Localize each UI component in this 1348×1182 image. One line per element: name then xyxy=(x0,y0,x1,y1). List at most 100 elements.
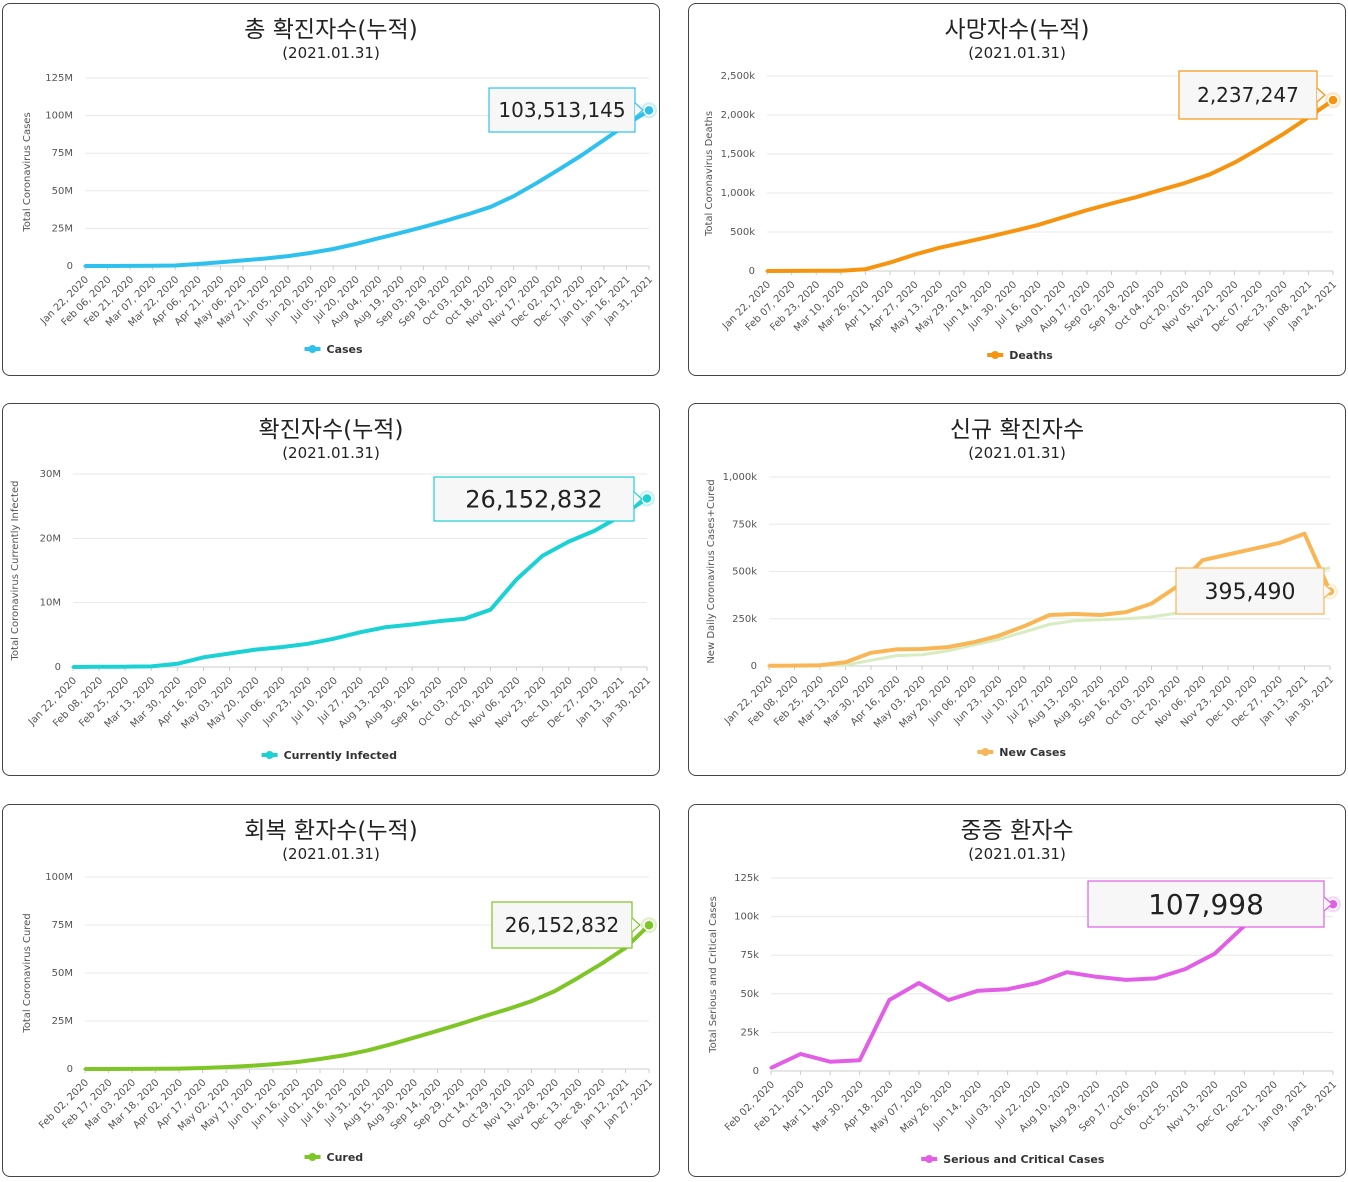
y-tick-label: 125k xyxy=(734,873,759,884)
data-point xyxy=(1094,975,1098,979)
y-tick-label: 75M xyxy=(52,148,73,159)
data-point xyxy=(444,219,448,223)
callout-value: 103,513,145 xyxy=(498,98,625,122)
chart-svg: 0 500k 1,000k 1,500k 2,000k 2,500k Total Coron… xyxy=(704,70,1341,362)
data-point xyxy=(767,664,771,668)
data-point xyxy=(1252,547,1255,551)
data-point xyxy=(149,664,153,668)
data-point xyxy=(295,1060,298,1064)
y-tick-label: 0 xyxy=(67,261,73,272)
data-point xyxy=(863,267,867,271)
data-point xyxy=(1065,970,1069,974)
legend-label: New Cases xyxy=(999,746,1066,759)
data-point xyxy=(1011,229,1015,233)
data-point xyxy=(83,1067,87,1071)
data-point xyxy=(602,138,606,142)
data-point xyxy=(358,630,362,634)
data-point xyxy=(107,1067,110,1071)
data-point xyxy=(600,961,604,965)
x-tick-label: May 26, 2020 xyxy=(898,1079,954,1135)
data-point xyxy=(844,660,847,664)
data-point xyxy=(557,168,561,172)
data-point xyxy=(306,642,310,646)
end-marker xyxy=(1327,94,1339,106)
data-point xyxy=(888,261,892,265)
x-tick-label: Feb 02, 2020 xyxy=(723,1079,777,1133)
y-axis-label: New Daily Coronavirus Cases+Cured xyxy=(706,479,717,663)
data-point xyxy=(286,254,290,258)
data-point xyxy=(1110,201,1114,205)
y-tick-label: 75k xyxy=(740,950,759,961)
legend-label: Deaths xyxy=(1009,349,1053,362)
chart-panel-cured: 회복 환자수(누적) (2021.01.31) 0 25M 50M 75M 100M To… xyxy=(2,804,660,1177)
data-point xyxy=(218,260,222,264)
data-point xyxy=(1073,612,1077,616)
chart-title: 총 확진자수(누적) xyxy=(244,17,418,43)
data-point xyxy=(946,645,949,649)
y-tick-label: 30M xyxy=(40,469,61,480)
legend: New Cases xyxy=(977,746,1066,759)
data-point xyxy=(814,269,818,273)
y-tick-label: 1,000k xyxy=(721,188,756,199)
chart-panel-serious-critical: 중증 환자수 (2021.01.31) 0 25k 50k 75k 100k 125k To… xyxy=(688,804,1346,1177)
data-point xyxy=(376,236,380,240)
legend-label: Cases xyxy=(327,343,364,356)
legend-label: Serious and Critical Cases xyxy=(943,1153,1105,1166)
data-point xyxy=(389,1042,392,1046)
data-point xyxy=(201,1066,204,1070)
chart-svg: 0 10M 20M 30M Total Coronavirus Currently In… xyxy=(10,469,655,762)
chart-date: (2021.01.31) xyxy=(282,44,380,62)
data-point xyxy=(1257,147,1261,151)
data-point xyxy=(1124,978,1128,982)
data-point xyxy=(201,655,205,659)
data-point xyxy=(1208,172,1212,176)
callout-pointer xyxy=(634,102,644,118)
end-marker xyxy=(643,104,655,117)
callout-box xyxy=(433,476,635,522)
data-point xyxy=(765,269,769,273)
y-tick-label: 500k xyxy=(732,567,757,578)
legend-swatch-dot xyxy=(308,1153,317,1161)
data-point xyxy=(1201,558,1204,562)
data-point xyxy=(937,246,941,250)
y-axis-label: Total Coronavirus Cured xyxy=(22,913,33,1033)
data-point xyxy=(467,212,471,216)
data-point xyxy=(1006,987,1010,991)
data-point xyxy=(154,1067,157,1071)
callout-pointer xyxy=(1323,896,1333,912)
legend-swatch-dot xyxy=(925,1155,934,1163)
data-point xyxy=(920,647,924,651)
data-point xyxy=(515,578,519,582)
y-axis-label: Total Coronavirus Currently Infected xyxy=(10,481,21,662)
legend: Currently Infected xyxy=(261,749,397,762)
data-point xyxy=(1134,195,1138,199)
data-point xyxy=(1183,967,1187,971)
data-point xyxy=(828,1060,832,1064)
callout-value: 26,152,832 xyxy=(505,913,620,937)
data-point xyxy=(1060,216,1064,220)
callout-value: 395,490 xyxy=(1205,580,1296,605)
y-tick-label: 50M xyxy=(52,968,73,979)
legend-swatch-dot xyxy=(265,751,274,759)
data-point xyxy=(1035,981,1039,985)
y-axis-label: Total Serious and Critical Cases xyxy=(708,896,719,1054)
data-point xyxy=(421,225,425,229)
data-point xyxy=(577,976,580,980)
callout-pointer xyxy=(633,491,643,507)
data-point xyxy=(1150,602,1153,606)
y-tick-label: 50k xyxy=(740,989,759,1000)
legend-swatch-dot xyxy=(981,748,990,756)
chart-date: (2021.01.31) xyxy=(968,444,1066,462)
data-point xyxy=(1303,532,1306,536)
callout-pointer xyxy=(1316,87,1326,103)
y-tick-label: 25M xyxy=(52,1016,73,1027)
data-point xyxy=(769,1066,773,1070)
chart-title: 회복 환자수(누적) xyxy=(244,818,418,844)
data-point xyxy=(1226,552,1230,556)
data-point xyxy=(489,205,493,209)
chart-date: (2021.01.31) xyxy=(968,44,1066,62)
data-point xyxy=(946,998,950,1002)
data-point xyxy=(71,665,75,669)
data-point xyxy=(553,989,557,993)
